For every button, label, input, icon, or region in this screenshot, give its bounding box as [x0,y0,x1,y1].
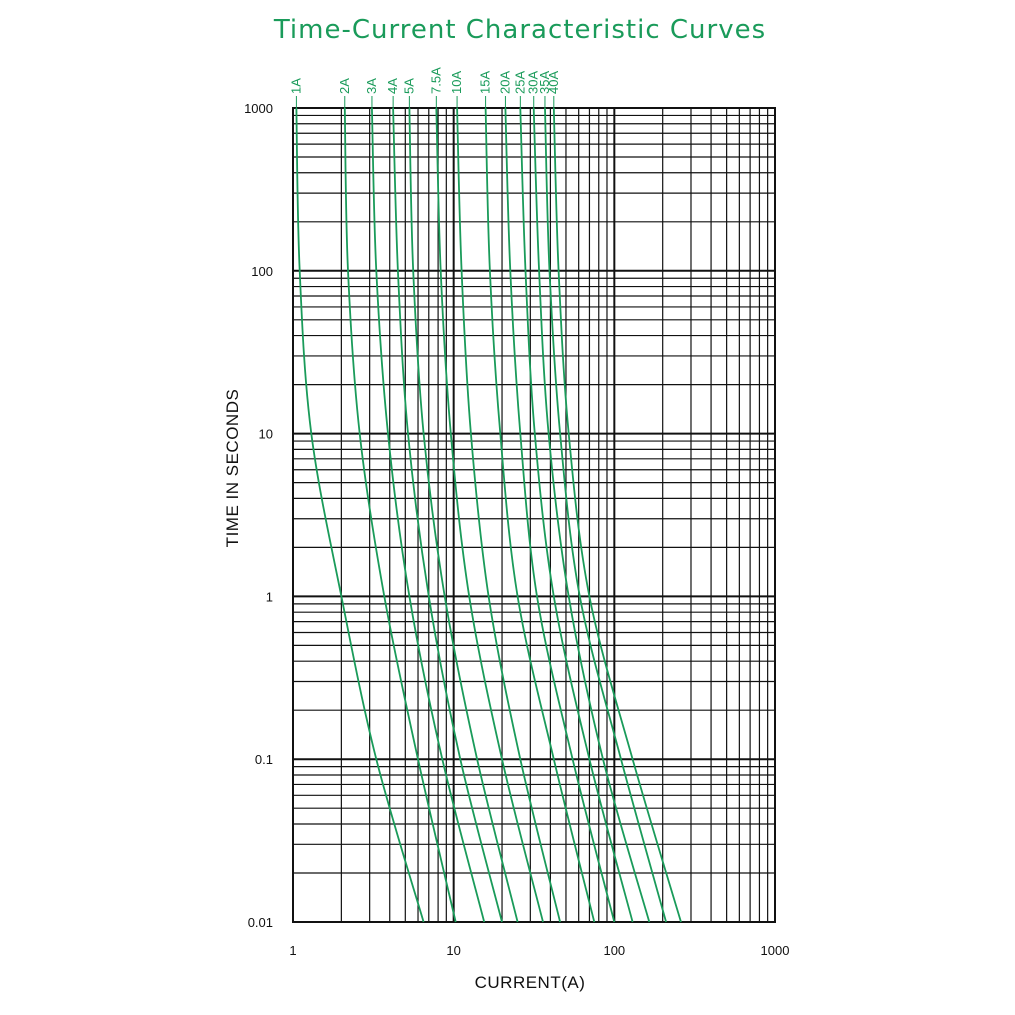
x-axis-title: CURRENT(A) [475,973,586,992]
chart-title: Time-Current Characteristic Curves [273,15,766,45]
curve-label-4A: 4A [385,78,400,94]
curve-2A [343,107,457,923]
x-tick-label: 100 [603,943,625,958]
curve-15A [484,107,596,923]
plot-frame [292,107,776,923]
curve-label-35A: 35A [537,71,552,94]
curve-label-30A: 30A [526,71,541,94]
curve-label-2A: 2A [337,78,352,94]
y-tick-label: 0.01 [248,915,273,930]
curve-label-20A: 20A [497,71,512,94]
x-tick-label: 10 [446,943,460,958]
tick-labels: 1 10 100 1000 0.01 0.1 1 10 100 1000 [244,101,789,958]
curve-label-1A: 1A [288,78,303,94]
curve-25A [519,107,634,923]
curve-30A [532,107,651,923]
curve-label-7-5A: 7.5A [428,67,443,94]
y-tick-label: 0.1 [255,752,273,767]
curve-label-25A: 25A [512,71,527,94]
y-tick-label: 1 [266,589,273,604]
curve-35A [544,107,667,923]
x-tick-label: 1000 [761,943,790,958]
curve-label-3A: 3A [364,78,379,94]
y-tick-label: 1000 [244,101,273,116]
y-axis-title: TIME IN SECONDS [223,389,242,548]
x-tick-label: 1 [289,943,296,958]
curve-label-40A: 40A [546,71,561,94]
y-tick-label: 100 [251,264,273,279]
curve-40A [552,107,682,923]
curve-label-15A: 15A [478,71,493,94]
curve-20A [504,107,616,923]
curve-7-5A [435,107,544,923]
curve-10A [456,107,561,923]
curve-1A [295,107,425,923]
curve-3A [371,107,486,923]
curve-label-10A: 10A [449,71,464,94]
curve-label-5A: 5A [401,78,416,94]
grid [292,107,776,923]
curve-5A [408,107,519,923]
curves [295,107,682,923]
curve-4A [392,107,503,923]
y-tick-label: 10 [259,427,273,442]
